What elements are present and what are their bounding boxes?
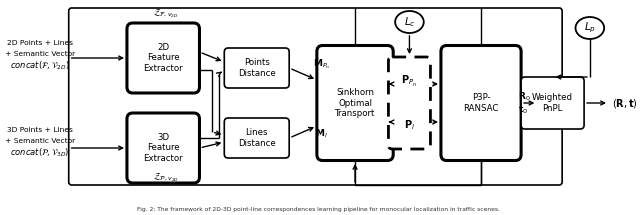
Text: Lines
Distance: Lines Distance bbox=[238, 128, 276, 148]
FancyBboxPatch shape bbox=[127, 23, 200, 93]
Text: $\mathbf{P}_l$: $\mathbf{P}_l$ bbox=[404, 118, 415, 132]
Text: + Semantic Vector: + Semantic Vector bbox=[5, 138, 75, 144]
Text: Sinkhorn
Optimal
Transport: Sinkhorn Optimal Transport bbox=[335, 88, 375, 118]
Text: $\mathcal{Z}_{\mathcal{F},\mathit{v}_{2D}}$: $\mathcal{Z}_{\mathcal{F},\mathit{v}_{2D… bbox=[153, 8, 179, 20]
Text: $\mathbf{M}_{P_n}$: $\mathbf{M}_{P_n}$ bbox=[313, 57, 330, 71]
Text: $\mathbf{R}_0$: $\mathbf{R}_0$ bbox=[518, 91, 531, 103]
FancyBboxPatch shape bbox=[68, 8, 562, 185]
Text: 2D Points + Lines: 2D Points + Lines bbox=[7, 40, 73, 46]
FancyBboxPatch shape bbox=[388, 57, 431, 149]
Text: 3D Points + Lines: 3D Points + Lines bbox=[7, 127, 73, 133]
FancyBboxPatch shape bbox=[127, 113, 200, 183]
Text: 3D
Feature
Extractor: 3D Feature Extractor bbox=[143, 133, 183, 163]
FancyBboxPatch shape bbox=[224, 118, 289, 158]
Text: $(\mathbf{R},\mathbf{t})$: $(\mathbf{R},\mathbf{t})$ bbox=[612, 97, 637, 109]
Text: $L_c$: $L_c$ bbox=[404, 15, 415, 29]
Text: $\mathbf{M}_l$: $\mathbf{M}_l$ bbox=[316, 128, 328, 140]
FancyBboxPatch shape bbox=[521, 77, 584, 129]
Text: P3P-
RANSAC: P3P- RANSAC bbox=[463, 93, 499, 113]
FancyBboxPatch shape bbox=[441, 46, 521, 161]
FancyBboxPatch shape bbox=[224, 48, 289, 88]
Text: $concat(\mathcal{F},\mathcal{V}_{2D})$: $concat(\mathcal{F},\mathcal{V}_{2D})$ bbox=[10, 60, 70, 72]
Text: $concat(\mathcal{P},\mathcal{V}_{3D})$: $concat(\mathcal{P},\mathcal{V}_{3D})$ bbox=[10, 147, 70, 159]
Text: $\mathcal{Z}_{\mathcal{P},\mathit{v}_{2D}}$: $\mathcal{Z}_{\mathcal{P},\mathit{v}_{2D… bbox=[153, 172, 179, 184]
Text: Fig. 2: The framework of 2D-3D point-line correspondences learning pipeline for : Fig. 2: The framework of 2D-3D point-lin… bbox=[138, 207, 500, 212]
Ellipse shape bbox=[575, 17, 604, 39]
Text: 2D
Feature
Extractor: 2D Feature Extractor bbox=[143, 43, 183, 73]
Text: + Semantic Vector: + Semantic Vector bbox=[5, 51, 75, 57]
Text: Points
Distance: Points Distance bbox=[238, 58, 276, 78]
Text: $\mathbf{P}_{P_n}$: $\mathbf{P}_{P_n}$ bbox=[401, 74, 417, 89]
FancyBboxPatch shape bbox=[317, 46, 393, 161]
Ellipse shape bbox=[395, 11, 424, 33]
Text: Weighted
PnPL: Weighted PnPL bbox=[532, 93, 573, 113]
Text: $L_p$: $L_p$ bbox=[584, 21, 596, 35]
Text: $\mathbf{t}_0$: $\mathbf{t}_0$ bbox=[518, 104, 528, 116]
